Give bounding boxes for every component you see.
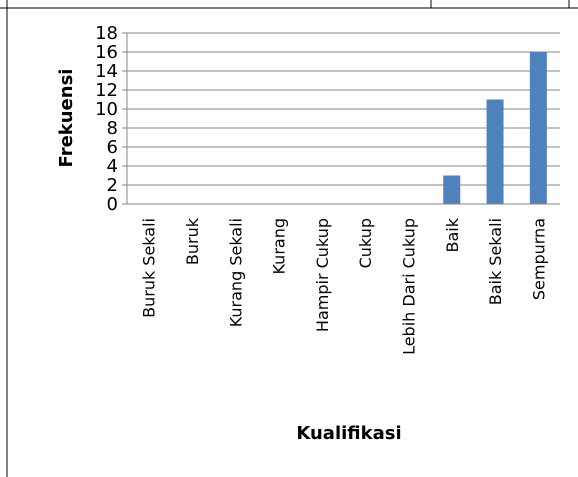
y-tick-label: 18 [95, 23, 118, 44]
bar [486, 99, 504, 204]
y-tick-label: 14 [95, 61, 118, 82]
x-tick-label: Hampir Cukup [313, 218, 332, 332]
x-tick-label: Kurang Sekali [226, 218, 245, 327]
bars [443, 52, 547, 204]
bar [529, 52, 547, 204]
bar [443, 175, 461, 204]
x-axis-title: Kualifikasi [296, 423, 401, 444]
y-tick-label: 0 [107, 194, 118, 215]
y-tick-label: 16 [95, 42, 118, 63]
x-tick-label: Baik [443, 217, 462, 252]
x-tick-label: Sempurna [529, 218, 548, 300]
y-tick-label: 4 [107, 156, 118, 177]
y-tick-label: 12 [95, 80, 118, 101]
x-tick-label: Baik Sekali [486, 218, 505, 305]
x-tick-label: Cukup [356, 218, 375, 268]
x-tick-label: Buruk [183, 217, 202, 265]
y-tick-label: 6 [107, 137, 118, 158]
x-tick-labels: Buruk Sekali Buruk Kurang Sekali Kurang Hamp… [140, 217, 549, 355]
axes [126, 33, 560, 205]
y-axis-title: Frekuensi [56, 69, 77, 168]
x-tick-label: Kurang [270, 218, 289, 275]
y-tick-label: 10 [95, 99, 118, 120]
x-tick-label: Buruk Sekali [140, 218, 159, 318]
x-tick-label: Lebih Dari Cukup [399, 218, 418, 355]
y-tick-label: 2 [107, 175, 118, 196]
y-tick-label: 8 [107, 118, 118, 139]
